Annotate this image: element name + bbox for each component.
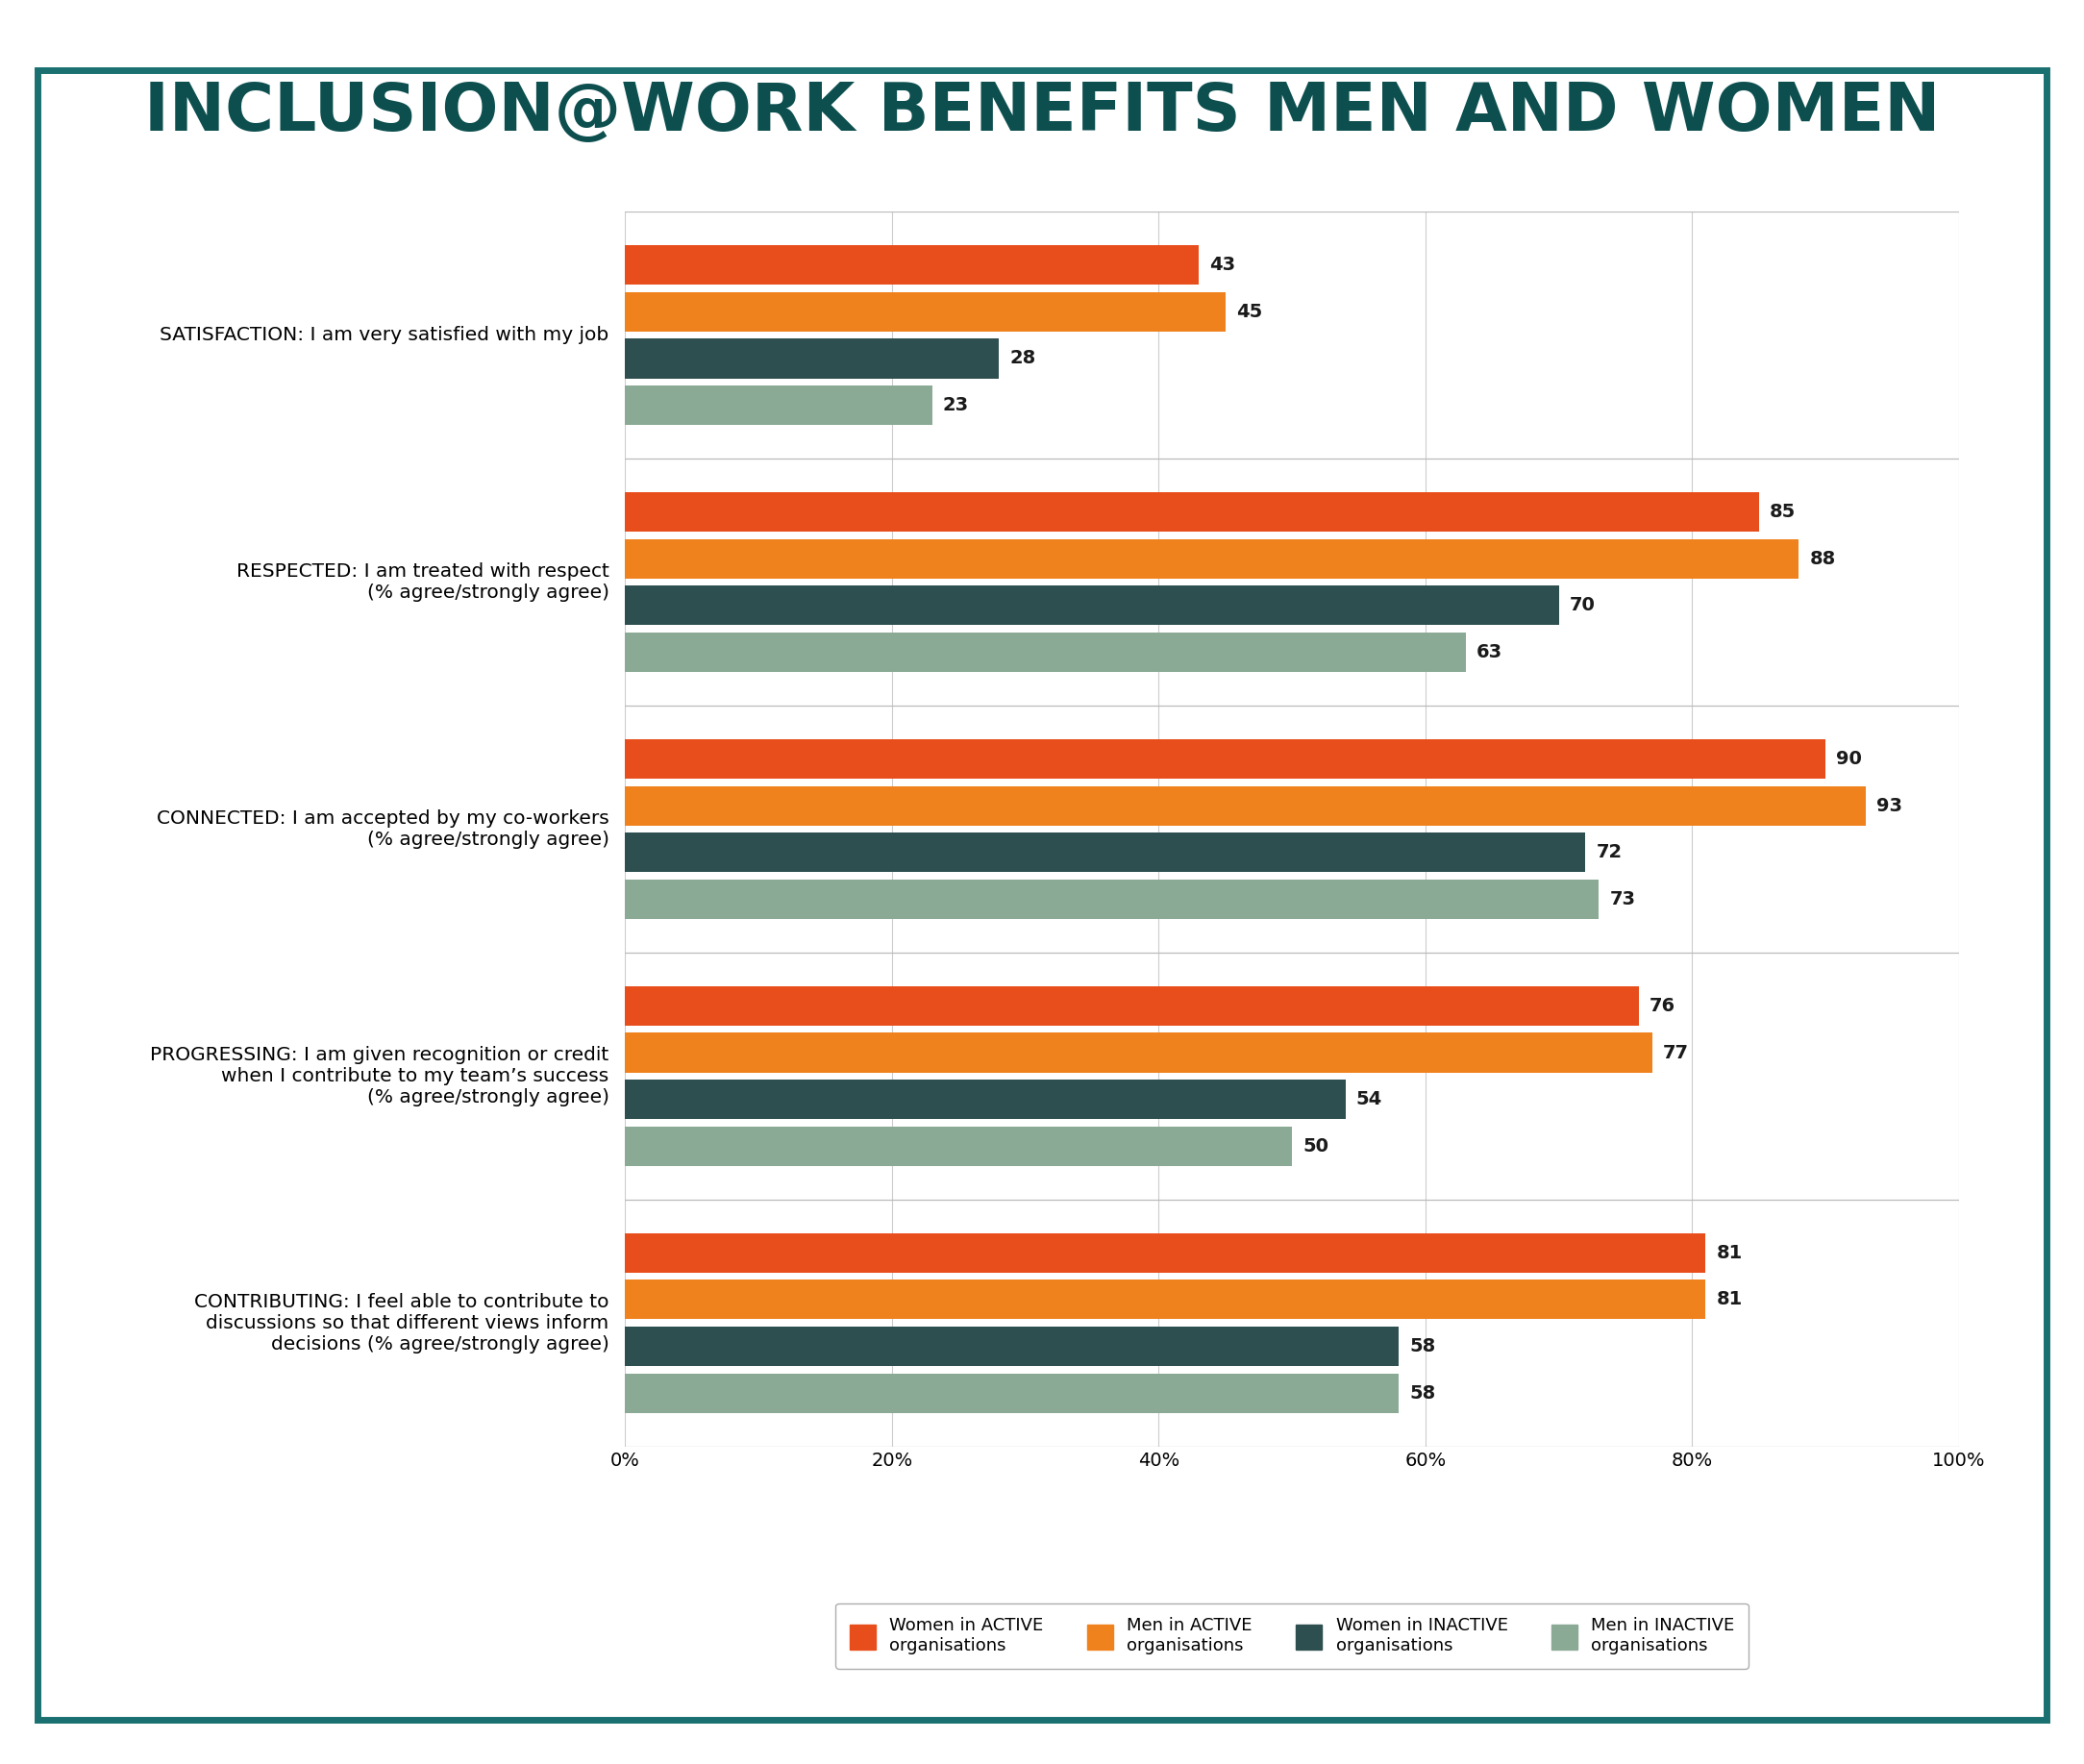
Bar [625, 880, 1598, 919]
Bar [625, 492, 1759, 531]
Text: 72: 72 [1596, 843, 1621, 861]
Bar [625, 245, 1198, 284]
Text: 58: 58 [1409, 1385, 1436, 1402]
Bar [625, 1127, 1292, 1166]
Text: 88: 88 [1809, 550, 1836, 568]
Bar [625, 1233, 1705, 1272]
Text: 76: 76 [1651, 997, 1676, 1014]
Bar [625, 386, 932, 425]
Bar [625, 1327, 1398, 1365]
Text: 90: 90 [1836, 750, 1863, 767]
Text: 43: 43 [1209, 256, 1236, 273]
Bar [625, 293, 1225, 332]
Text: 28: 28 [1009, 349, 1036, 367]
Bar [625, 540, 1798, 579]
Text: 50: 50 [1302, 1138, 1330, 1155]
Text: 54: 54 [1357, 1090, 1382, 1108]
Text: 73: 73 [1609, 891, 1636, 908]
Text: 93: 93 [1876, 797, 1903, 815]
Text: 58: 58 [1409, 1337, 1436, 1355]
Bar [625, 633, 1465, 672]
Bar [625, 739, 1826, 778]
Bar [625, 787, 1865, 826]
Legend: Women in ACTIVE
organisations, Men in ACTIVE
organisations, Women in INACTIVE
or: Women in ACTIVE organisations, Men in AC… [836, 1603, 1748, 1669]
Bar [625, 1281, 1705, 1319]
Text: 70: 70 [1569, 596, 1596, 614]
Text: 77: 77 [1663, 1044, 1688, 1062]
Bar [625, 833, 1586, 871]
Bar [625, 986, 1638, 1025]
Bar [625, 1034, 1653, 1073]
Text: INCLUSION@WORK BENEFITS MEN AND WOMEN: INCLUSION@WORK BENEFITS MEN AND WOMEN [144, 79, 1940, 145]
Text: 63: 63 [1475, 644, 1503, 662]
Text: 81: 81 [1717, 1244, 1742, 1261]
Text: 85: 85 [1769, 503, 1796, 520]
Text: 23: 23 [942, 397, 969, 415]
Bar [625, 586, 1559, 624]
Bar [625, 1374, 1398, 1413]
Text: 81: 81 [1717, 1291, 1742, 1309]
Bar [625, 1080, 1346, 1118]
Bar [625, 339, 998, 377]
Text: 45: 45 [1236, 303, 1263, 321]
